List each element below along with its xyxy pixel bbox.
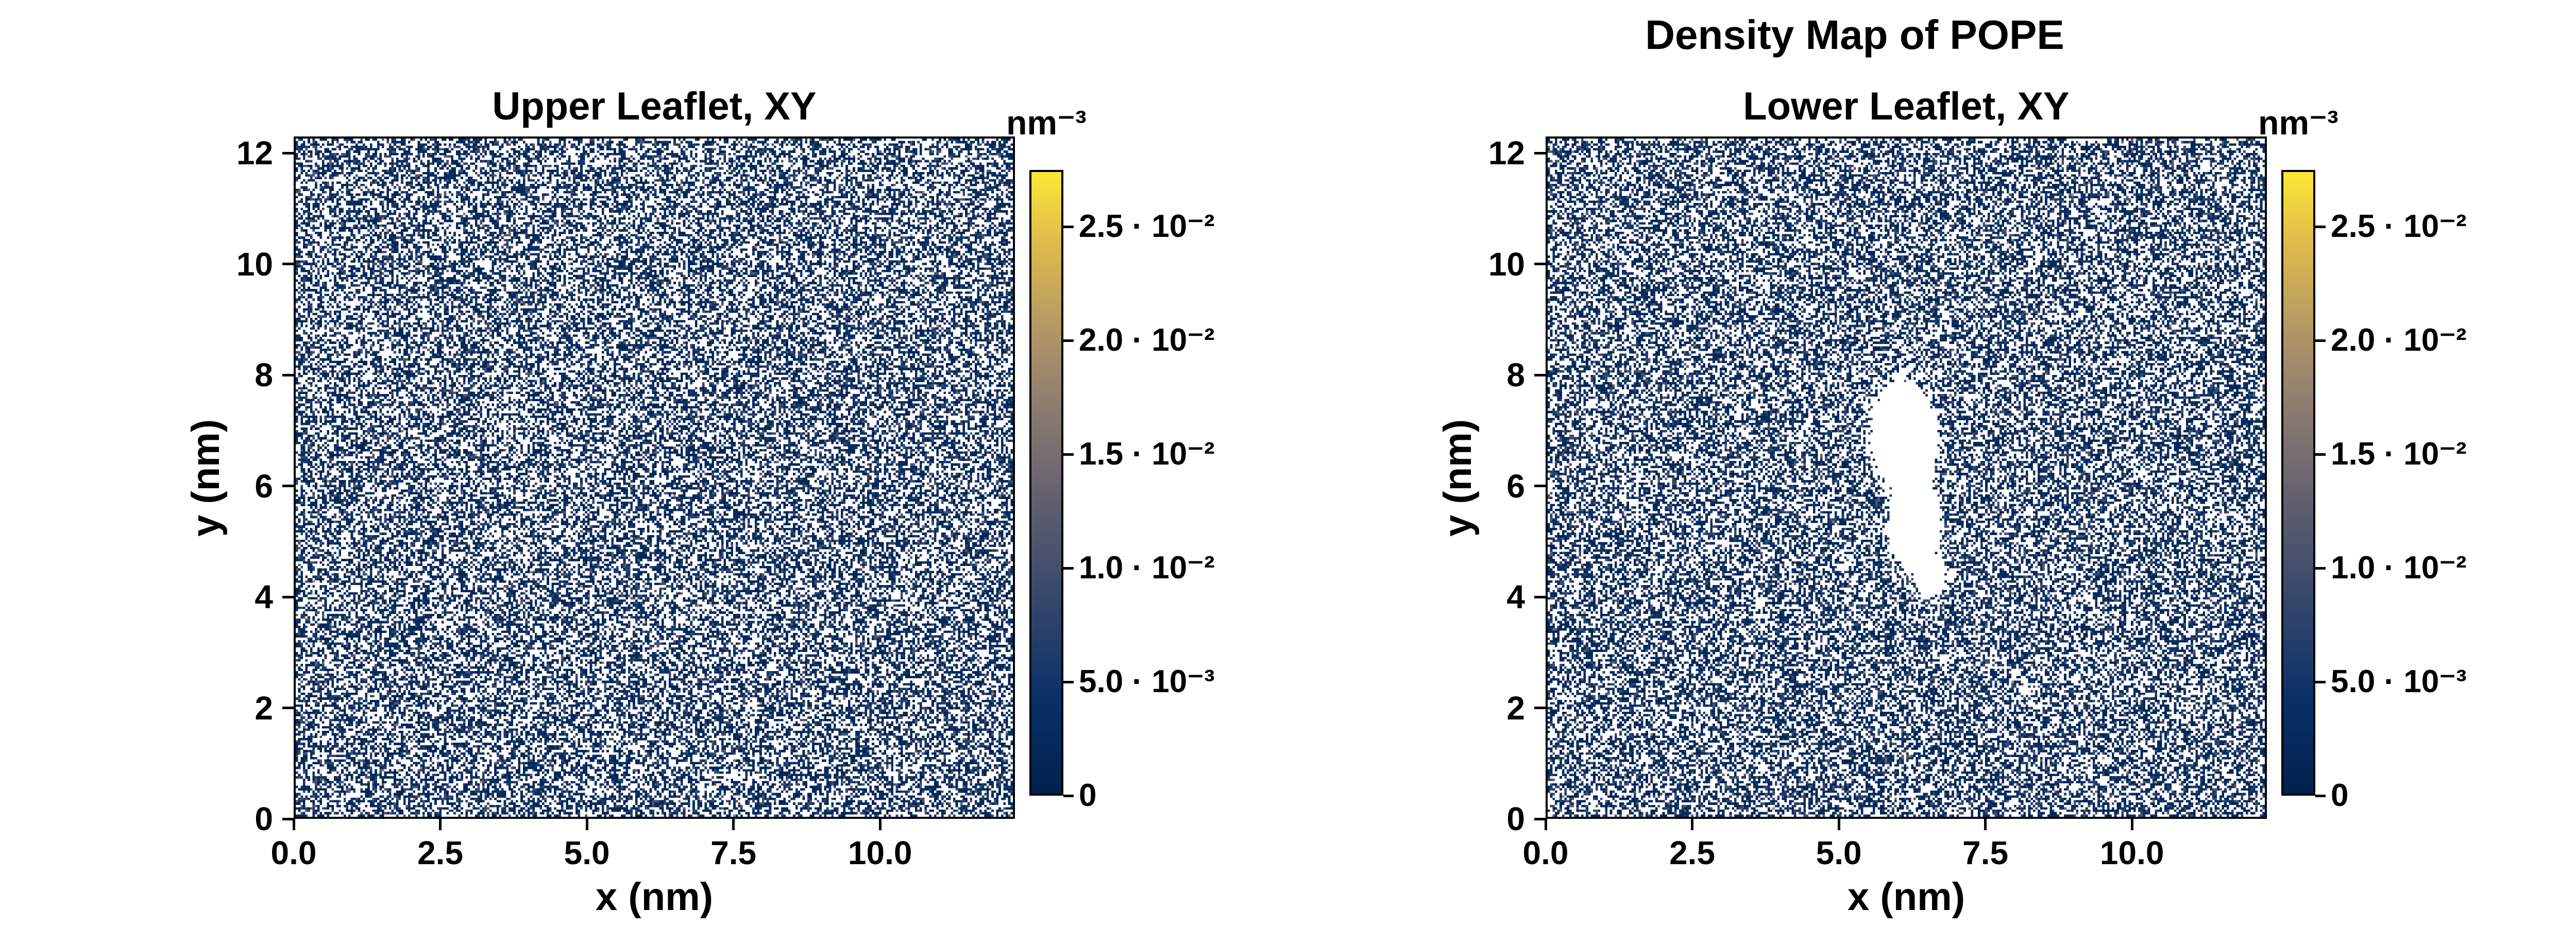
panel-title: Lower Leaflet, XY xyxy=(1743,84,2070,128)
y-axis-label: y (nm) xyxy=(1436,419,1480,537)
x-tick-mark xyxy=(732,819,735,830)
x-tick-mark xyxy=(1544,819,1547,830)
y-tick-label: 2 xyxy=(255,689,273,727)
colorbar-tick-mark xyxy=(2315,794,2326,797)
y-tick-mark xyxy=(282,263,294,266)
colorbar-tick-label: 2.0 · 10⁻² xyxy=(1079,322,1215,358)
y-tick-label: 4 xyxy=(255,578,273,616)
colorbar xyxy=(1029,170,1063,796)
colorbar-tick-mark xyxy=(1063,794,1074,797)
y-tick-label: 6 xyxy=(255,467,273,505)
x-axis-label: x (nm) xyxy=(596,875,713,919)
y-tick-mark xyxy=(1534,263,1546,266)
colorbar-tick-label: 1.5 · 10⁻² xyxy=(2331,436,2467,472)
x-axis-label: x (nm) xyxy=(1848,875,1965,919)
colorbar-tick-mark xyxy=(2315,680,2326,683)
y-tick-label: 12 xyxy=(236,134,273,172)
y-tick-mark xyxy=(1534,595,1546,598)
x-tick-label: 7.5 xyxy=(1962,834,2009,871)
colorbar-tick-label: 1.0 · 10⁻² xyxy=(1079,550,1215,586)
y-tick-label: 12 xyxy=(1488,134,1525,172)
x-tick-label: 2.5 xyxy=(1669,834,1716,871)
y-tick-label: 0 xyxy=(255,800,273,837)
y-tick-label: 8 xyxy=(255,356,273,394)
plot-area xyxy=(1546,136,2267,819)
y-tick-label: 4 xyxy=(1506,578,1525,616)
colorbar-tick-label: 5.0 · 10⁻³ xyxy=(2331,664,2467,700)
x-tick-mark xyxy=(1691,819,1694,830)
y-tick-label: 6 xyxy=(1506,467,1525,505)
y-tick-mark xyxy=(282,151,294,154)
x-tick-mark xyxy=(439,819,442,830)
x-tick-label: 0.0 xyxy=(270,834,317,871)
x-tick-mark xyxy=(1984,819,1987,830)
colorbar-tick-label: 2.0 · 10⁻² xyxy=(2331,322,2467,358)
x-tick-label: 10.0 xyxy=(848,834,912,871)
colorbar-tick-label: 2.5 · 10⁻² xyxy=(1079,209,1215,245)
colorbar-tick-mark xyxy=(2315,453,2326,456)
x-tick-label: 0.0 xyxy=(1522,834,1569,871)
density-heatmap-canvas xyxy=(1548,139,2265,817)
x-tick-label: 7.5 xyxy=(710,834,757,871)
colorbar-tick-mark xyxy=(1063,225,1074,228)
y-tick-label: 0 xyxy=(1506,800,1525,837)
colorbar-tick-mark xyxy=(1063,453,1074,456)
colorbar-tick-mark xyxy=(2315,225,2326,228)
y-tick-label: 10 xyxy=(1488,245,1525,283)
y-tick-mark xyxy=(1534,373,1546,376)
colorbar-tick-mark xyxy=(2315,566,2326,570)
figure-suptitle: Density Map of POPE xyxy=(1645,12,2064,58)
colorbar-tick-label: 1.5 · 10⁻² xyxy=(1079,436,1215,472)
colorbar xyxy=(2281,170,2315,796)
colorbar-tick-label: 1.0 · 10⁻² xyxy=(2331,550,2467,586)
y-tick-label: 8 xyxy=(1506,356,1525,394)
y-tick-label: 10 xyxy=(236,245,273,283)
colorbar-tick-mark xyxy=(2315,339,2326,342)
x-tick-label: 10.0 xyxy=(2099,834,2164,871)
x-tick-label: 2.5 xyxy=(417,834,464,871)
colorbar-tick-label: 0 xyxy=(1079,778,1097,813)
x-tick-mark xyxy=(292,819,295,830)
x-tick-label: 5.0 xyxy=(564,834,610,871)
y-tick-mark xyxy=(282,373,294,376)
colorbar-unit-label: nm⁻³ xyxy=(1006,104,1087,142)
density-heatmap-canvas xyxy=(296,139,1013,817)
y-tick-mark xyxy=(282,707,294,710)
x-tick-mark xyxy=(585,819,588,830)
x-tick-label: 5.0 xyxy=(1816,834,1862,871)
colorbar-tick-mark xyxy=(1063,680,1074,683)
colorbar-gradient-canvas xyxy=(1031,172,1061,794)
y-tick-mark xyxy=(282,817,294,820)
colorbar-tick-mark xyxy=(1063,339,1074,342)
x-tick-mark xyxy=(878,819,882,830)
y-tick-label: 2 xyxy=(1506,689,1525,727)
colorbar-tick-label: 0 xyxy=(2331,778,2349,813)
y-axis-label: y (nm) xyxy=(184,419,228,537)
y-tick-mark xyxy=(1534,817,1546,820)
x-tick-mark xyxy=(2130,819,2133,830)
colorbar-tick-label: 5.0 · 10⁻³ xyxy=(1079,664,1215,700)
y-tick-mark xyxy=(1534,485,1546,488)
colorbar-gradient-canvas xyxy=(2283,172,2313,794)
colorbar-tick-label: 2.5 · 10⁻² xyxy=(2331,209,2467,245)
colorbar-tick-mark xyxy=(1063,566,1074,570)
y-tick-mark xyxy=(282,485,294,488)
plot-area xyxy=(294,136,1015,819)
y-tick-mark xyxy=(282,595,294,598)
y-tick-mark xyxy=(1534,151,1546,154)
panel-title: Upper Leaflet, XY xyxy=(492,84,817,128)
x-tick-mark xyxy=(1837,819,1840,830)
colorbar-unit-label: nm⁻³ xyxy=(2258,104,2338,142)
y-tick-mark xyxy=(1534,707,1546,710)
